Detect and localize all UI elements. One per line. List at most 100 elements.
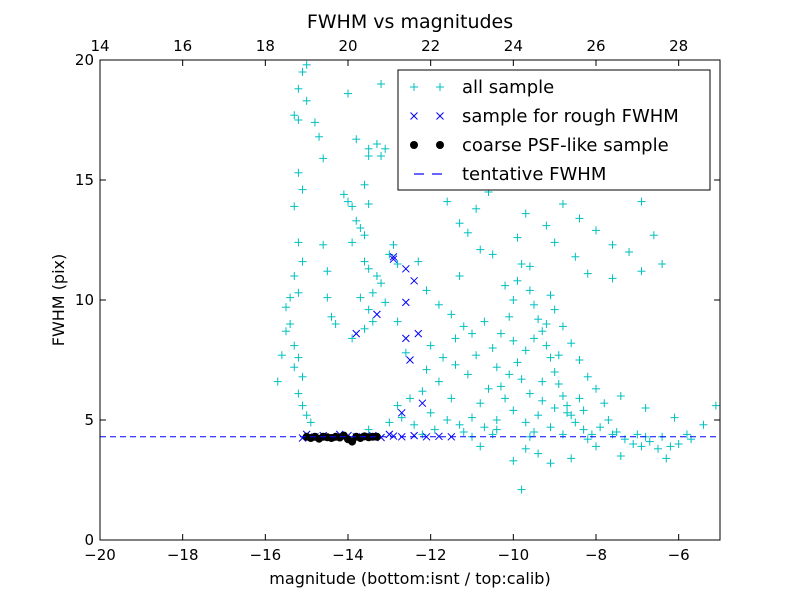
data-point — [505, 312, 514, 321]
data-point — [521, 346, 530, 355]
data-point — [435, 432, 443, 441]
data-point — [596, 423, 605, 432]
data-point — [600, 399, 609, 408]
data-point — [509, 456, 518, 465]
data-point — [567, 339, 576, 348]
data-point — [294, 389, 303, 398]
data-point — [323, 267, 332, 276]
top-tick-label: 28 — [669, 37, 688, 55]
legend-marker — [410, 83, 418, 91]
data-point — [298, 401, 307, 410]
marker-stroke-b — [422, 432, 431, 441]
data-point — [356, 224, 365, 232]
data-point — [277, 351, 286, 360]
legend-marker — [436, 141, 444, 149]
data-point — [344, 89, 352, 98]
data-point — [546, 459, 555, 468]
data-point — [521, 418, 530, 427]
data-point — [583, 372, 592, 381]
data-point — [302, 411, 311, 420]
data-point — [430, 425, 439, 434]
legend-label: tentative FWHM — [462, 164, 606, 185]
data-point — [385, 418, 394, 427]
data-point — [476, 245, 485, 254]
data-point — [422, 286, 431, 295]
data-point — [496, 329, 505, 338]
data-point — [530, 300, 538, 309]
data-point — [550, 404, 559, 412]
data-point — [364, 425, 373, 434]
legend-entry: sample for rough FWHM — [410, 106, 679, 127]
data-point — [575, 394, 584, 403]
data-point — [402, 264, 410, 273]
data-point — [273, 377, 282, 386]
data-point — [583, 435, 592, 444]
data-point — [525, 389, 534, 398]
marker-stroke-b — [402, 264, 410, 273]
marker-stroke-b — [385, 430, 394, 439]
data-point — [364, 305, 373, 314]
data-point — [558, 392, 567, 400]
data-point — [476, 399, 485, 408]
data-point — [294, 353, 303, 362]
data-point — [488, 344, 497, 352]
data-point — [492, 416, 501, 424]
data-point — [315, 132, 324, 141]
data-point — [418, 387, 427, 396]
legend-marker — [436, 112, 444, 120]
data-point — [472, 204, 481, 213]
marker-stroke-b — [410, 431, 418, 440]
data-point — [558, 322, 567, 331]
data-point — [612, 428, 621, 436]
data-point — [410, 420, 419, 429]
data-point — [604, 416, 613, 424]
data-point — [385, 250, 394, 259]
data-point — [645, 437, 654, 446]
data-point — [459, 322, 468, 331]
data-point — [364, 152, 373, 160]
data-point — [513, 233, 522, 242]
data-point — [298, 68, 307, 76]
data-point — [439, 353, 448, 362]
marker-stroke-b — [352, 329, 361, 338]
marker-stroke-b — [410, 112, 418, 120]
data-point — [509, 336, 518, 345]
data-point — [414, 329, 423, 338]
data-point — [294, 288, 303, 297]
data-point — [410, 431, 418, 440]
data-point — [352, 216, 361, 225]
data-point — [583, 269, 592, 278]
legend-marker — [410, 112, 418, 120]
data-point — [670, 413, 679, 422]
data-point — [389, 255, 398, 264]
data-point — [571, 252, 580, 261]
data-point — [298, 372, 307, 381]
data-point — [393, 401, 402, 410]
data-point — [662, 454, 671, 463]
data-point — [319, 154, 328, 163]
data-point — [406, 356, 414, 364]
data-point — [476, 442, 485, 451]
data-point — [558, 200, 567, 208]
data-point — [542, 341, 551, 350]
data-point — [546, 423, 555, 432]
data-point — [381, 298, 390, 307]
data-point — [501, 281, 510, 290]
data-point — [525, 262, 534, 271]
data-point — [286, 320, 295, 328]
data-point — [567, 454, 576, 463]
data-point — [294, 238, 303, 247]
data-point — [472, 351, 481, 360]
data-point — [298, 257, 307, 266]
data-point — [302, 96, 311, 105]
data-point — [649, 231, 658, 240]
data-point — [538, 327, 547, 336]
data-point — [513, 358, 522, 367]
top-tick-label: 18 — [256, 37, 275, 55]
legend-entry: tentative FWHM — [414, 164, 606, 185]
data-point — [348, 202, 357, 211]
data-point — [447, 310, 456, 319]
data-point — [517, 375, 526, 384]
data-point — [327, 312, 336, 321]
legend-entry: all sample — [410, 77, 554, 98]
